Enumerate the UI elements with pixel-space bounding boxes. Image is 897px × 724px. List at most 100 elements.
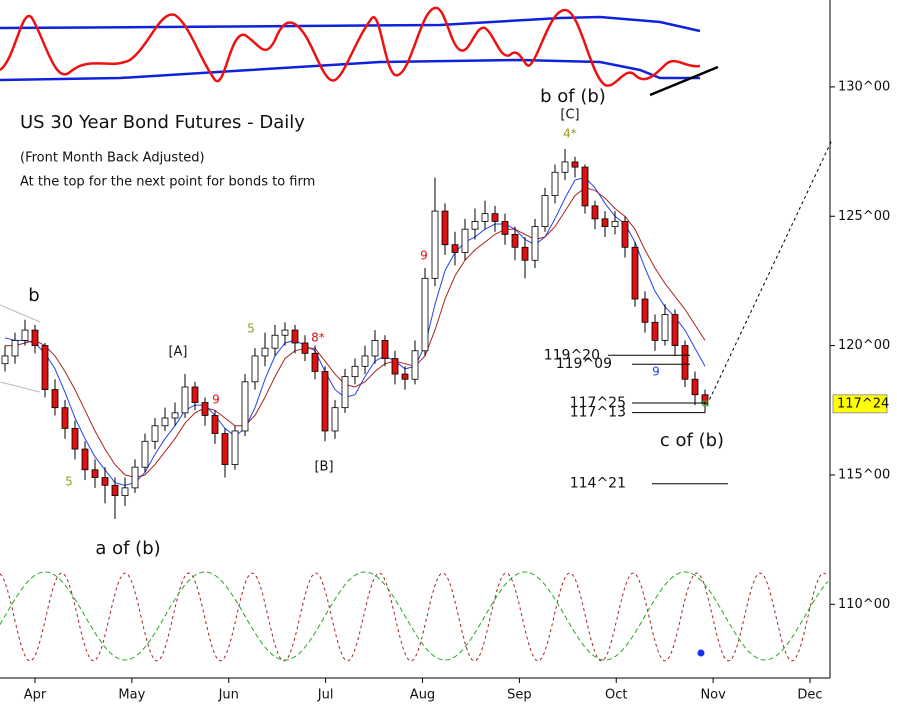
candle-body: [581, 166, 589, 207]
last-marker: [702, 400, 709, 407]
candle-body: [301, 342, 309, 354]
candle-body: [251, 355, 259, 383]
x-tick-label: Aug: [410, 688, 435, 703]
y-tick-label: 110^00: [838, 597, 890, 612]
annotation: 5: [247, 322, 255, 336]
candle-body: [571, 161, 579, 168]
candle-body: [461, 228, 469, 253]
annotation: c of (b): [660, 430, 724, 451]
y-tick-label: 115^00: [838, 467, 890, 482]
candle-body: [61, 407, 69, 429]
annotation: 9: [652, 365, 660, 379]
candle-body: [181, 386, 189, 414]
candle-body: [151, 425, 159, 442]
chart-subtitle: (Front Month Back Adjusted): [20, 151, 205, 166]
candle-body: [191, 386, 199, 403]
candle-body: [601, 218, 609, 228]
candle-body: [261, 347, 269, 357]
chart-note: At the top for the next point for bonds …: [20, 175, 315, 190]
candle-body: [561, 161, 569, 173]
last-price-label: 117^24: [837, 396, 889, 411]
moving-average: [5, 187, 706, 479]
level-label: 119^09: [556, 356, 612, 372]
candle-body: [411, 350, 419, 380]
candle-body: [511, 233, 519, 248]
candle-body: [211, 415, 219, 434]
candle-body: [691, 378, 699, 396]
candle-body: [311, 352, 319, 372]
candle-body: [391, 358, 399, 375]
candle-body: [141, 440, 149, 468]
candle-body: [51, 389, 59, 409]
candle-body: [41, 345, 49, 390]
candle-body: [131, 466, 139, 489]
level-label: 117^25: [570, 395, 626, 411]
x-tick-label: Oct: [605, 688, 627, 703]
oscillator-line: [0, 6, 701, 87]
old-trend: [0, 381, 41, 393]
candle-body: [591, 205, 599, 220]
level-label: 119^20: [544, 347, 600, 363]
level-label: 114^21: [570, 476, 626, 492]
candle-body: [501, 221, 509, 235]
candle-body: [631, 246, 639, 300]
candle-body: [331, 407, 339, 432]
candle-body: [201, 402, 209, 416]
x-tick-label: Nov: [700, 688, 726, 703]
cycle-wave: [0, 572, 829, 662]
candle-body: [621, 221, 629, 248]
annotation: [A]: [168, 345, 187, 360]
candle-body: [521, 246, 529, 261]
oscillator-band: [0, 15, 701, 33]
candle-body: [11, 340, 19, 357]
annotation: 8*: [311, 331, 325, 345]
y-tick-label: 120^00: [838, 338, 890, 353]
y-tick-label: 130^00: [838, 79, 890, 94]
candle-body: [641, 298, 649, 323]
annotation: 5: [65, 475, 73, 489]
candle-body: [661, 314, 669, 341]
candle-body: [71, 427, 79, 450]
candle-body: [701, 394, 709, 405]
annotation: b of (b): [540, 86, 606, 107]
candle-body: [611, 221, 619, 228]
annotation: [C]: [560, 108, 579, 123]
cycle-marker: [697, 649, 705, 657]
candle-body: [21, 329, 29, 341]
candle-body: [101, 477, 109, 486]
old-trend: [0, 304, 41, 323]
candle-body: [681, 345, 689, 380]
candle-body: [31, 329, 39, 346]
candle-body: [271, 334, 279, 349]
x-tick-label: Apr: [24, 688, 47, 703]
y-tick-label: 125^00: [838, 209, 890, 224]
projection-line: [706, 139, 833, 406]
candle-body: [91, 469, 99, 478]
candle-body: [551, 171, 559, 196]
candle-body: [291, 329, 299, 344]
candle-body: [351, 365, 359, 378]
candle-body: [1, 355, 9, 365]
trend-line: [649, 65, 719, 97]
candle-body: [121, 487, 129, 497]
cycles: [0, 571, 829, 662]
candle-body: [371, 340, 379, 357]
candle-body: [401, 373, 409, 380]
candle-body: [321, 371, 329, 432]
candle-body: [671, 314, 679, 346]
candle-body: [221, 433, 229, 465]
candle-body: [341, 376, 349, 409]
candle-body: [111, 484, 119, 497]
candle-body: [651, 321, 659, 341]
chart-title: US 30 Year Bond Futures - Daily: [20, 112, 305, 133]
candle-body: [381, 340, 389, 359]
candle-body: [491, 213, 499, 222]
candle-body: [541, 195, 549, 228]
candle-body: [431, 210, 439, 279]
annotation: [B]: [314, 460, 333, 475]
last-price-box: [832, 394, 888, 414]
x-tick-label: Sep: [507, 688, 532, 703]
candle-body: [421, 277, 429, 352]
level-label: 117^13: [570, 405, 626, 421]
